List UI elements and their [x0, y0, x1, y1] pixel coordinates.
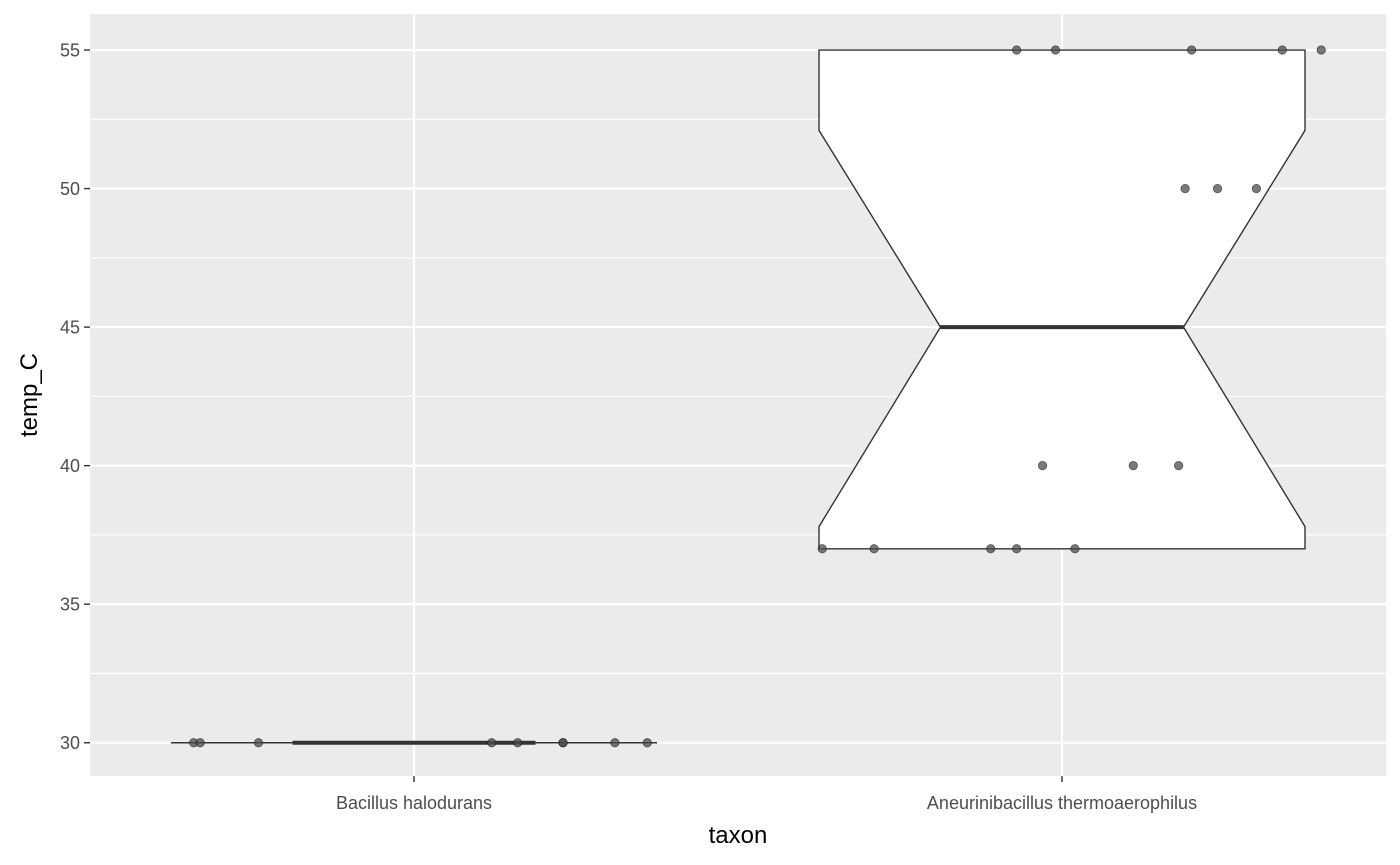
data-point	[1012, 45, 1022, 55]
data-point	[986, 544, 996, 554]
x-axis-title: taxon	[709, 822, 768, 849]
data-point	[1128, 461, 1138, 471]
x-axis: Bacillus halodurans Aneurinibacillus ther…	[336, 776, 1197, 813]
data-point	[558, 738, 568, 748]
data-point	[610, 738, 620, 748]
data-point	[1187, 45, 1197, 55]
y-tick-label: 30	[60, 733, 80, 753]
data-point	[1174, 461, 1184, 471]
x-tick-label: Bacillus halodurans	[336, 793, 492, 813]
data-point	[869, 544, 879, 554]
y-tick-label: 50	[60, 179, 80, 199]
data-point	[817, 544, 827, 554]
data-point	[1277, 45, 1287, 55]
box-body	[818, 49, 1306, 550]
y-axis: 30 35 40 45 50 55	[60, 41, 90, 753]
y-axis-title: temp_C	[16, 353, 43, 437]
data-point	[1180, 183, 1190, 194]
data-point	[1212, 183, 1223, 194]
data-point	[195, 738, 205, 748]
data-point	[1070, 544, 1080, 554]
data-point	[1251, 183, 1262, 194]
data-point	[1012, 544, 1022, 554]
y-tick-label: 45	[60, 318, 80, 338]
box	[818, 49, 1306, 550]
data-point	[1037, 461, 1048, 471]
data-point	[513, 738, 523, 748]
y-tick-label: 35	[60, 595, 80, 615]
y-tick-label: 40	[60, 456, 80, 476]
data-point	[642, 738, 652, 748]
x-tick-label: Aneurinibacillus thermoaerophilus	[927, 793, 1197, 813]
data-point	[487, 738, 497, 748]
data-point	[1316, 45, 1326, 55]
points-layer	[189, 45, 1326, 748]
data-point	[1050, 45, 1061, 55]
data-point	[253, 738, 264, 748]
y-tick-label: 55	[60, 41, 80, 61]
